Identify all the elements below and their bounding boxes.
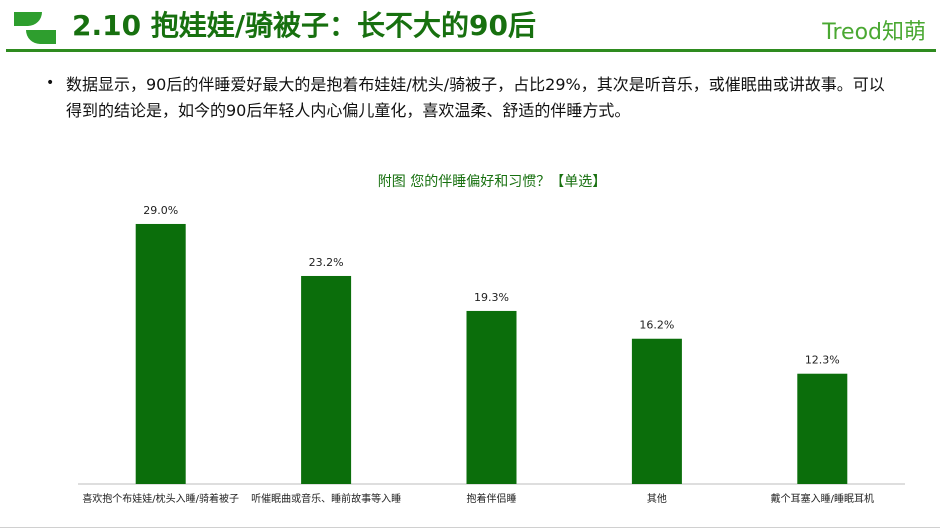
- bar-3: [631, 338, 682, 484]
- category-label-1: 听催眠曲或音乐、睡前故事等入睡: [251, 492, 401, 505]
- bar-1: [301, 275, 352, 484]
- page-title: 2.10 抱娃娃/骑被子：长不大的90后: [72, 9, 537, 42]
- bar-2: [466, 310, 517, 484]
- logo-icon: [14, 12, 56, 44]
- summary-paragraph: 数据显示，90后的伴睡爱好最大的是抱着布娃娃/枕头/骑被子，占比29%，其次是听…: [66, 75, 885, 120]
- value-label-0: 29.0%: [143, 204, 178, 217]
- chart-title: 附图 您的伴睡偏好和习惯？【单选】: [378, 173, 606, 190]
- title-divider: [6, 49, 936, 52]
- footer-divider: [0, 527, 940, 528]
- bar-0: [135, 223, 186, 484]
- category-label-2: 抱着伴侣睡: [467, 492, 517, 505]
- bullet-marker: •: [46, 75, 55, 91]
- category-label-0: 喜欢抱个布娃娃/枕头入睡/骑着被子: [82, 492, 239, 505]
- bar-chart: 附图 您的伴睡偏好和习惯？【单选】 29.0% 喜欢抱个布娃娃/枕头入睡/骑着被子…: [78, 173, 905, 505]
- value-label-3: 16.2%: [639, 319, 674, 332]
- category-label-4: 戴个耳塞入睡/睡眠耳机: [771, 492, 874, 505]
- bar-4: [797, 373, 848, 484]
- category-label-3: 其他: [647, 492, 667, 505]
- value-label-1: 23.2%: [309, 256, 344, 269]
- brand-logo: Treod知萌: [822, 20, 926, 45]
- value-label-2: 19.3%: [474, 291, 509, 304]
- value-label-4: 12.3%: [805, 354, 840, 367]
